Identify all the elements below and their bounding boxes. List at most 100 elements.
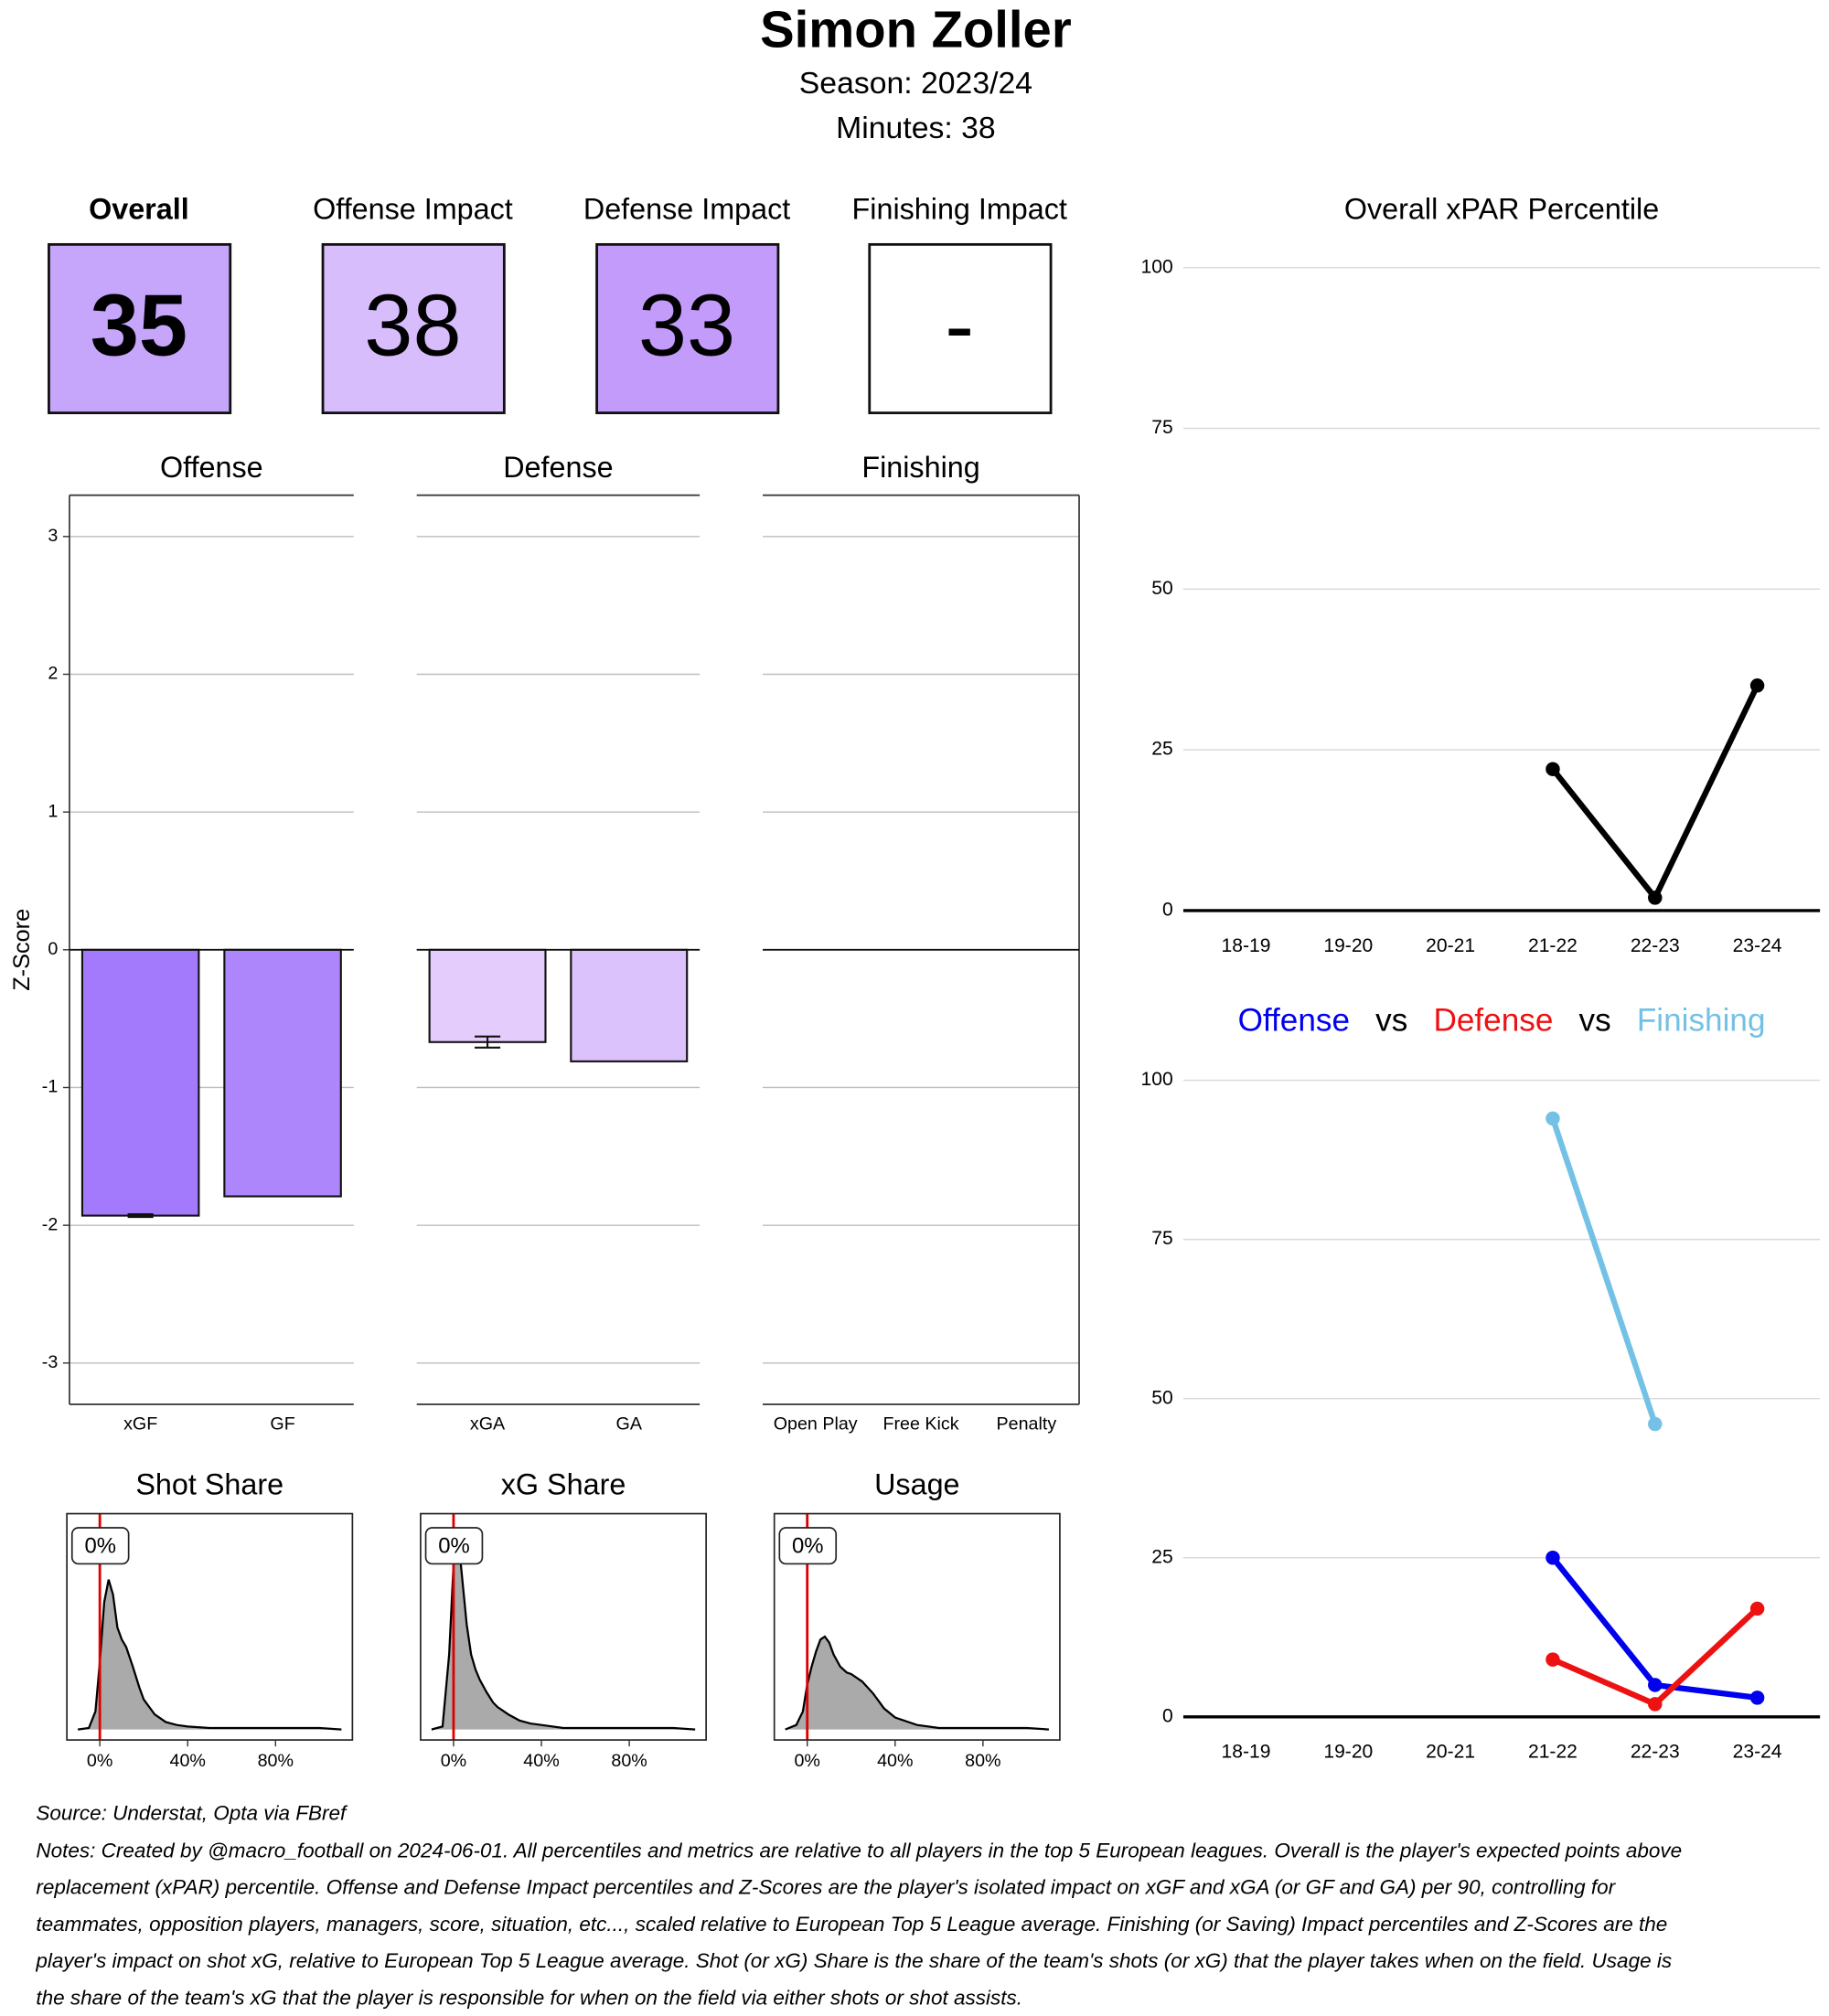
chart-title: Overall xPAR Percentile [1344,192,1659,225]
panel-title: xG Share [501,1468,626,1501]
marker-label-box [70,1527,130,1565]
x-tick-label: 22-23 [1631,935,1680,956]
density-line [785,1635,1049,1731]
note-line: the share of the team's xG that the play… [36,1986,1022,2009]
minutes: Minutes: 38 [836,111,995,145]
bar [223,948,342,1198]
y-axis-label: Z-Score [9,909,35,991]
legend-entry: Offense [1238,1003,1350,1039]
marker-label: 0% [84,1533,116,1558]
x-tick-label: 0% [441,1751,466,1771]
y-tick-label: 50 [1151,1387,1172,1408]
x-tick-label: 40% [877,1751,913,1771]
x-tick-label: GF [270,1414,294,1435]
x-tick-label: 80% [965,1751,1000,1771]
tile-label: Offense Impact [313,192,513,225]
tile-box [595,242,780,415]
x-tick-label: 23-24 [1733,1742,1782,1763]
x-tick-label: xGF [123,1414,157,1435]
x-tick-label: 18-19 [1222,935,1271,956]
panel-border [773,1512,1061,1741]
y-tick-label: 25 [1151,739,1172,760]
tile-value: 33 [638,276,735,374]
y-tick-label: 50 [1151,578,1172,599]
panel-title: Usage [874,1468,959,1501]
page-title: Simon Zoller [760,1,1072,59]
legend-title: Offense vs Defense vs Finishing [1238,1003,1766,1039]
source: Source: Understat, Opta via FBref [36,1802,348,1825]
series-point [1648,1416,1663,1432]
x-tick-label: 40% [170,1751,206,1771]
series-point [1749,1691,1765,1705]
y-tick-label: 0 [1162,899,1173,920]
bar [428,948,547,1043]
x-tick-label: 0% [794,1751,819,1771]
series-point [1749,678,1765,693]
x-tick-label: xGA [470,1414,506,1435]
note-line: teammates, opposition players, managers,… [36,1913,1667,1936]
legend-separator: vs [1375,1003,1407,1039]
x-tick-label: 80% [611,1751,647,1771]
legend-entry: Finishing [1637,1003,1766,1039]
panel-border [66,1512,354,1741]
y-tick-label: 75 [1151,417,1172,438]
series-line [1549,1117,1658,1425]
tile-value: 38 [364,276,461,374]
y-tick-label: 0 [48,939,58,959]
series-point [1648,1678,1663,1692]
density-line [77,1579,342,1731]
tile-value: 35 [91,276,187,374]
facet-title: Offense [160,451,263,484]
tile-box [48,242,232,415]
note-line: player's impact on shot xG, relative to … [35,1949,1672,1972]
y-tick-label: 100 [1141,256,1173,277]
x-tick-label: 21-22 [1528,935,1578,956]
x-tick-label: Penalty [997,1414,1057,1435]
x-tick-label: 20-21 [1426,935,1475,956]
y-tick-label: 3 [48,526,58,546]
x-tick-label: 80% [258,1751,294,1771]
y-tick-label: -2 [42,1214,59,1234]
series-point [1648,891,1663,905]
tile-label: Overall [89,192,189,225]
tile-box [321,242,506,415]
facet-title: Defense [503,451,613,484]
x-tick-label: 23-24 [1733,935,1782,956]
tile-label: Finishing Impact [852,192,1067,225]
y-tick-label: 2 [48,664,58,684]
y-tick-label: 0 [1162,1705,1173,1726]
facet-title: Finishing [861,451,979,484]
tile-value: - [945,276,974,374]
x-tick-label: 20-21 [1426,1742,1475,1763]
season: Season: 2023/24 [799,66,1032,101]
series-point [1546,1652,1560,1667]
x-tick-label: GA [616,1414,643,1435]
y-tick-label: 1 [48,801,58,821]
density-fill [78,1579,342,1730]
marker-label: 0% [438,1533,470,1558]
legend-entry: Defense [1433,1003,1553,1039]
bar [80,948,200,1217]
note-line: Notes: Created by @macro_football on 202… [36,1839,1682,1861]
marker-label-box [778,1527,838,1565]
x-tick-label: Open Play [774,1414,858,1435]
y-tick-label: -3 [42,1352,59,1372]
x-tick-label: 19-20 [1323,935,1373,956]
series-point [1546,1111,1560,1126]
x-tick-label: 22-23 [1631,1742,1680,1763]
y-tick-label: 100 [1141,1069,1173,1090]
note-line: replacement (xPAR) percentile. Offense a… [36,1876,1616,1899]
series-point [1546,762,1560,776]
series-point [1749,1601,1765,1616]
panel-title: Shot Share [135,1468,283,1501]
marker-label: 0% [792,1533,824,1558]
x-tick-label: 40% [523,1751,559,1771]
y-tick-label: 75 [1151,1228,1172,1249]
tile-box [868,242,1053,415]
x-tick-label: 18-19 [1222,1742,1271,1763]
density-fill [785,1636,1049,1730]
tile-label: Defense Impact [583,192,790,225]
y-tick-label: 25 [1151,1546,1172,1567]
